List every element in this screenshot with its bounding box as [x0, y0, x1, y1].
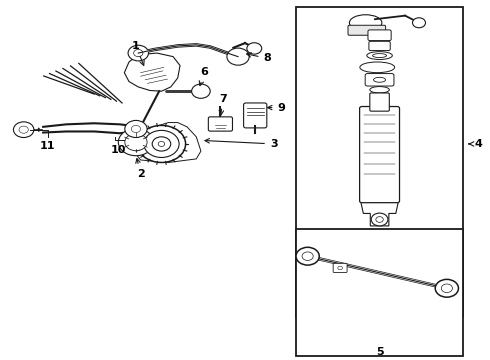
Circle shape: [435, 279, 459, 297]
Polygon shape: [134, 122, 201, 162]
Text: 4: 4: [469, 139, 483, 149]
Text: 8: 8: [246, 53, 271, 63]
Circle shape: [128, 45, 148, 61]
FancyBboxPatch shape: [348, 25, 386, 35]
Polygon shape: [124, 53, 180, 91]
Circle shape: [376, 217, 383, 222]
Circle shape: [192, 84, 210, 98]
FancyBboxPatch shape: [365, 73, 394, 86]
Circle shape: [371, 213, 388, 226]
Circle shape: [227, 48, 249, 65]
Circle shape: [158, 141, 165, 147]
Polygon shape: [361, 203, 398, 226]
Ellipse shape: [367, 51, 392, 59]
Circle shape: [296, 247, 319, 265]
FancyBboxPatch shape: [368, 30, 391, 41]
Text: 11: 11: [40, 141, 55, 152]
Circle shape: [441, 284, 452, 293]
Ellipse shape: [360, 62, 394, 73]
Text: 9: 9: [268, 103, 285, 113]
Text: 7: 7: [219, 94, 226, 115]
Ellipse shape: [370, 86, 390, 93]
Circle shape: [247, 43, 262, 54]
Circle shape: [134, 50, 143, 57]
FancyBboxPatch shape: [208, 117, 232, 131]
Ellipse shape: [349, 15, 382, 31]
Circle shape: [302, 252, 313, 261]
Text: 3: 3: [205, 139, 277, 149]
Circle shape: [144, 130, 179, 157]
FancyBboxPatch shape: [369, 41, 390, 50]
Circle shape: [19, 126, 28, 133]
Circle shape: [413, 18, 425, 28]
Text: 5: 5: [376, 347, 383, 357]
Text: 2: 2: [136, 158, 145, 179]
Ellipse shape: [372, 54, 387, 58]
FancyBboxPatch shape: [360, 107, 399, 203]
Circle shape: [152, 137, 171, 151]
FancyBboxPatch shape: [244, 103, 267, 128]
FancyBboxPatch shape: [370, 93, 390, 111]
FancyBboxPatch shape: [333, 263, 347, 273]
Circle shape: [13, 122, 34, 138]
Circle shape: [137, 125, 186, 162]
Circle shape: [125, 120, 147, 138]
Circle shape: [131, 125, 141, 132]
Bar: [296, 7, 463, 317]
Text: 10: 10: [111, 145, 126, 155]
Bar: [296, 229, 463, 356]
Circle shape: [118, 129, 153, 156]
Text: 1: 1: [132, 41, 144, 66]
Circle shape: [338, 266, 343, 270]
Circle shape: [125, 134, 147, 151]
Ellipse shape: [373, 77, 386, 82]
Text: 6: 6: [199, 67, 209, 86]
